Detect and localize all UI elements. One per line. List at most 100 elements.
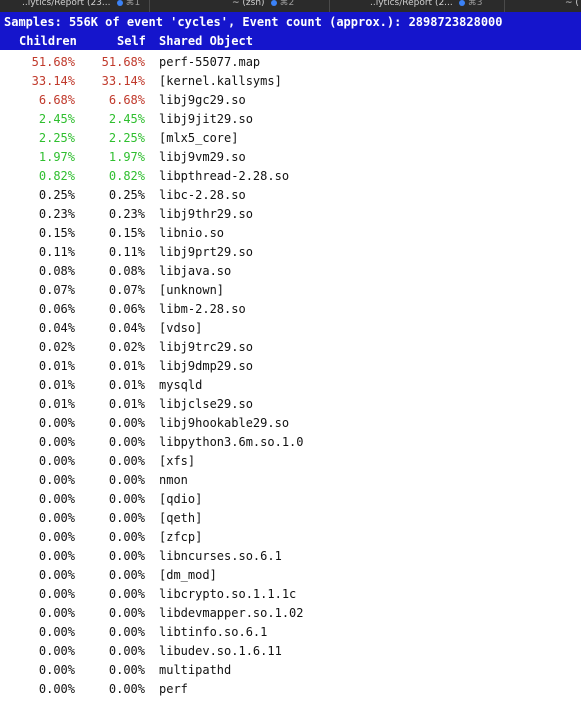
table-row[interactable]: 0.01% 0.01% libjclse29.so — [0, 395, 581, 414]
table-row[interactable]: 0.00% 0.00% libcrypto.so.1.1.1c — [0, 585, 581, 604]
tab-label: ~ ( — [565, 0, 579, 8]
self-percent: 0.11% — [108, 245, 145, 259]
shared-object-name: nmon — [159, 473, 188, 487]
table-row[interactable]: 0.04% 0.04% [vdso] — [0, 319, 581, 338]
children-percent: 0.00% — [38, 416, 75, 430]
self-percent: 0.00% — [108, 416, 145, 430]
children-percent: 0.01% — [38, 378, 75, 392]
children-percent: 0.00% — [38, 606, 75, 620]
table-row[interactable]: 0.00% 0.00% multipathd — [0, 661, 581, 680]
self-percent: 2.45% — [108, 112, 145, 126]
tab-shortcut: ⌘3 — [467, 0, 483, 8]
table-row[interactable]: 0.01% 0.01% libj9dmp29.so — [0, 357, 581, 376]
table-row[interactable]: 0.06% 0.06% libm-2.28.so — [0, 300, 581, 319]
self-percent: 0.01% — [108, 359, 145, 373]
table-row[interactable]: 0.00% 0.00% libncurses.so.6.1 — [0, 547, 581, 566]
tab-zsh[interactable]: ~ (zsh) ⌘2 — [150, 0, 330, 12]
shared-object-name: libj9dmp29.so — [159, 359, 253, 373]
shared-object-name: libj9trc29.so — [159, 340, 253, 354]
shared-object-name: [qeth] — [159, 511, 203, 525]
activity-dot-icon — [458, 0, 465, 6]
self-percent: 0.25% — [108, 188, 145, 202]
children-percent: 0.00% — [38, 530, 75, 544]
table-row[interactable]: 0.00% 0.00% [xfs] — [0, 452, 581, 471]
shared-object-name: libjclse29.so — [159, 397, 253, 411]
table-row[interactable]: 2.25% 2.25% [mlx5_core] — [0, 129, 581, 148]
table-row[interactable]: 0.00% 0.00% nmon — [0, 471, 581, 490]
table-row[interactable]: 0.00% 0.00% [qdio] — [0, 490, 581, 509]
tab-report-1[interactable]: ..lytics/Report (23... ⌘1 — [0, 0, 150, 12]
table-row[interactable]: 0.11% 0.11% libj9prt29.so — [0, 243, 581, 262]
children-percent: 0.06% — [38, 302, 75, 316]
self-percent: 0.00% — [108, 682, 145, 696]
shared-object-name: libtinfo.so.6.1 — [159, 625, 268, 639]
shared-object-name: libj9hookable29.so — [159, 416, 290, 430]
self-percent: 0.15% — [108, 226, 145, 240]
shared-object-name: libj9prt29.so — [159, 245, 253, 259]
self-percent: 0.00% — [108, 454, 145, 468]
self-percent: 0.00% — [108, 644, 145, 658]
table-row[interactable]: 0.82% 0.82% libpthread-2.28.so — [0, 167, 581, 186]
self-percent: 2.25% — [108, 131, 145, 145]
table-row[interactable]: 0.00% 0.00% libpython3.6m.so.1.0 — [0, 433, 581, 452]
table-row[interactable]: 0.00% 0.00% perf — [0, 680, 581, 699]
shared-object-name: perf — [159, 682, 188, 696]
self-percent: 0.00% — [108, 663, 145, 677]
shared-object-name: libj9jit29.so — [159, 112, 253, 126]
self-percent: 0.00% — [108, 587, 145, 601]
column-header-self[interactable]: Self — [117, 34, 146, 48]
tab-shortcut: ⌘2 — [279, 0, 295, 8]
table-row[interactable]: 0.00% 0.00% libtinfo.so.6.1 — [0, 623, 581, 642]
table-row[interactable]: 0.02% 0.02% libj9trc29.so — [0, 338, 581, 357]
column-header-children[interactable]: Children — [19, 34, 77, 48]
self-percent: 0.04% — [108, 321, 145, 335]
table-row[interactable]: 0.00% 0.00% libdevmapper.so.1.02 — [0, 604, 581, 623]
table-row[interactable]: 0.00% 0.00% [qeth] — [0, 509, 581, 528]
table-row[interactable]: 0.25% 0.25% libc-2.28.so — [0, 186, 581, 205]
table-row[interactable]: 2.45% 2.45% libj9jit29.so — [0, 110, 581, 129]
table-row[interactable]: 0.01% 0.01% mysqld — [0, 376, 581, 395]
table-row[interactable]: 33.14% 33.14% [kernel.kallsyms] — [0, 72, 581, 91]
children-percent: 0.00% — [38, 435, 75, 449]
tab-partial[interactable]: ~ ( — [505, 0, 581, 12]
self-percent: 6.68% — [108, 93, 145, 107]
activity-dot-icon — [116, 0, 123, 6]
tab-label: ~ (zsh) — [232, 0, 265, 8]
table-row[interactable]: 1.97% 1.97% libj9vm29.so — [0, 148, 581, 167]
shared-object-name: libjava.so — [159, 264, 232, 278]
table-row[interactable]: 0.07% 0.07% [unknown] — [0, 281, 581, 300]
children-percent: 0.25% — [38, 188, 75, 202]
children-percent: 0.11% — [38, 245, 75, 259]
self-percent: 0.00% — [108, 530, 145, 544]
children-percent: 0.00% — [38, 644, 75, 658]
children-percent: 0.00% — [38, 568, 75, 582]
table-row[interactable]: 0.00% 0.00% libj9hookable29.so — [0, 414, 581, 433]
children-percent: 2.25% — [38, 131, 75, 145]
children-percent: 0.01% — [38, 397, 75, 411]
shared-object-name: mysqld — [159, 378, 203, 392]
table-row[interactable]: 0.00% 0.00% [zfcp] — [0, 528, 581, 547]
children-percent: 51.68% — [31, 55, 75, 69]
shared-object-name: libj9thr29.so — [159, 207, 253, 221]
table-row[interactable]: 0.00% 0.00% libudev.so.1.6.11 — [0, 642, 581, 661]
tab-report-2[interactable]: ..lytics/Report (2... ⌘3 — [330, 0, 505, 12]
self-percent: 51.68% — [101, 55, 145, 69]
tab-label: ..lytics/Report (2... — [370, 0, 453, 8]
table-row[interactable]: 6.68% 6.68% libj9gc29.so — [0, 91, 581, 110]
shared-object-name: libm-2.28.so — [159, 302, 246, 316]
shared-object-name: libj9gc29.so — [159, 93, 246, 107]
column-header-shared-object[interactable]: Shared Object — [159, 34, 253, 48]
children-percent: 0.04% — [38, 321, 75, 335]
table-row[interactable]: 51.68% 51.68% perf-55077.map — [0, 53, 581, 72]
self-percent: 0.06% — [108, 302, 145, 316]
shared-object-list: 51.68% 51.68% perf-55077.map 33.14% 33.14% [k… — [0, 53, 581, 699]
self-percent: 0.08% — [108, 264, 145, 278]
self-percent: 1.97% — [108, 150, 145, 164]
children-percent: 0.02% — [38, 340, 75, 354]
table-row[interactable]: 0.08% 0.08% libjava.so — [0, 262, 581, 281]
table-row[interactable]: 0.00% 0.00% [dm_mod] — [0, 566, 581, 585]
table-row[interactable]: 0.15% 0.15% libnio.so — [0, 224, 581, 243]
children-percent: 0.00% — [38, 587, 75, 601]
shared-object-name: [xfs] — [159, 454, 196, 468]
table-row[interactable]: 0.23% 0.23% libj9thr29.so — [0, 205, 581, 224]
